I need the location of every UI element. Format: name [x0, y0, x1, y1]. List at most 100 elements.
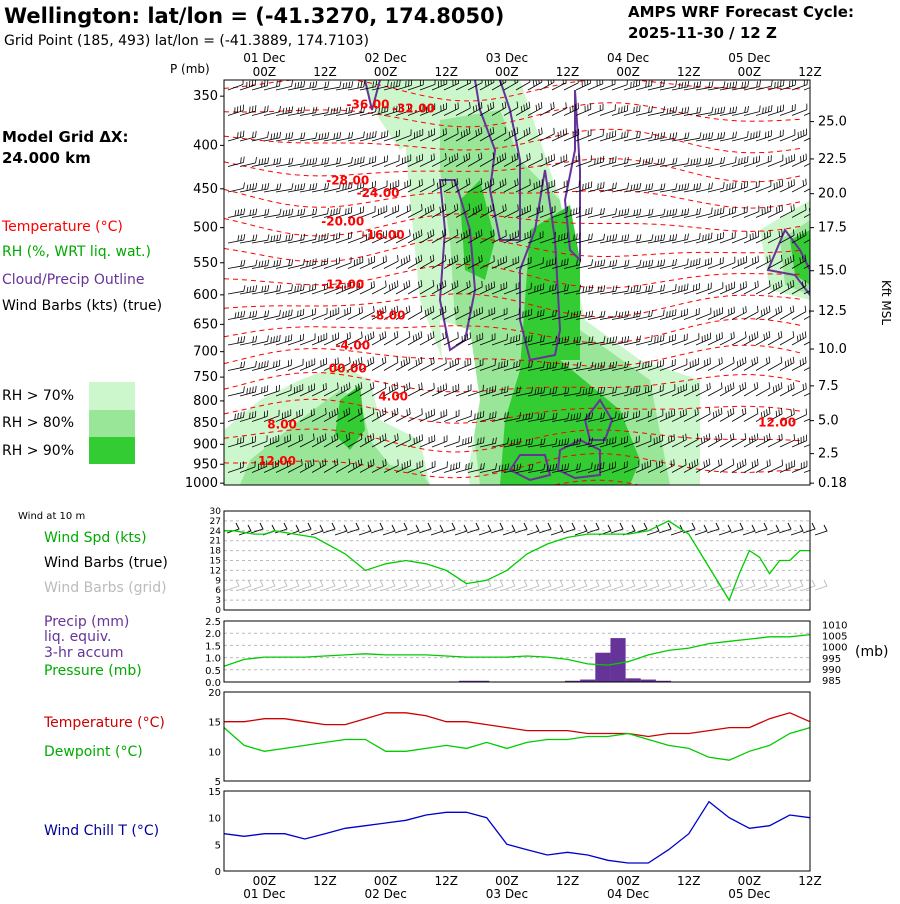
windchill-label: Wind Chill T (°C) [44, 823, 159, 839]
wind10-true-barb [490, 522, 504, 534]
wind-barb [527, 231, 544, 244]
wind-barb [683, 283, 700, 295]
kft-tick-label: 0.18 [818, 476, 847, 491]
top-time-axis: 00Z 12Z 00Z 12Z 00Z 12Z 00Z 12Z 00Z 12Z 01 Dec 02 D… [243, 51, 821, 79]
wind-barb [371, 305, 387, 320]
wind10-grid-barb [406, 579, 420, 591]
pressure-axis-label: P (mb) [170, 62, 210, 76]
wind-barb [803, 106, 810, 116]
wind-barb [551, 80, 567, 91]
wind-barb [671, 80, 690, 91]
wind-barb [599, 130, 617, 142]
wind-barb [767, 80, 785, 91]
wind-barb [371, 105, 389, 116]
wind-barb [743, 280, 759, 295]
wind-barb [299, 183, 318, 193]
bottom-hour-label: 12Z [798, 874, 822, 888]
wind-barb [383, 255, 399, 269]
wind-barb [419, 229, 435, 244]
wind-barb [239, 208, 258, 218]
wind-barb [407, 382, 423, 397]
wind-barb [611, 335, 630, 346]
wind-barb [371, 230, 387, 244]
temperature-contour-label: 8.00 [267, 418, 297, 432]
windchill-tick-label: 15 [208, 787, 221, 798]
wind10-true-barb [466, 522, 480, 534]
wind-barb [575, 437, 593, 448]
wind-barb [791, 280, 807, 295]
wind10-speed-line [224, 520, 810, 602]
wind-barb [599, 233, 618, 244]
wind-barb [419, 178, 435, 193]
kft-axis-label: Kft MSL [879, 280, 893, 325]
wind10-grid-barb [610, 579, 624, 591]
wind-barb [779, 204, 795, 218]
wind10-grid-barb [574, 579, 588, 591]
wind-barb [467, 178, 483, 193]
wind-barb [803, 392, 810, 397]
wind-barb [599, 386, 617, 397]
wind-barb [359, 306, 375, 320]
wind-barb [335, 331, 351, 346]
wind-barb [335, 81, 354, 91]
wind-barb [395, 408, 411, 422]
temperature-contour [224, 344, 801, 367]
wind-barb [623, 131, 641, 142]
wind-barb [323, 332, 339, 346]
wind-barb [623, 435, 640, 448]
wind-barb [527, 257, 544, 269]
wind-barb [503, 282, 520, 295]
wind10-grid-barb [706, 579, 720, 591]
wind-barb [527, 179, 543, 193]
wind-barb [779, 104, 796, 116]
wind-barb [371, 433, 387, 448]
wind-barb [659, 359, 676, 371]
wind-barb [323, 81, 342, 91]
wind-barb [527, 283, 545, 295]
wind-barb [719, 331, 735, 346]
wind-barb [395, 154, 412, 167]
wind-barb [587, 129, 604, 142]
wind-barb [635, 360, 653, 371]
wind-barb [767, 459, 783, 473]
wind-barb [671, 208, 690, 218]
wind-barb [383, 104, 401, 116]
wind-barb [491, 281, 508, 295]
wind-barb [467, 436, 485, 448]
bottom-hour-label: 12Z [313, 874, 337, 888]
wind-barb [347, 331, 363, 346]
wind-barb [275, 234, 294, 244]
wind-barb [611, 130, 629, 142]
wind-barb [731, 206, 748, 218]
wind-barb [455, 384, 472, 397]
precip-bar [595, 652, 611, 682]
pressure-line [223, 633, 811, 667]
wind-barb [707, 282, 724, 295]
wind-barb [683, 233, 701, 244]
wind-barb [383, 154, 400, 167]
wind-barb [383, 382, 399, 397]
wind-barb [587, 336, 606, 346]
wind-barb [707, 106, 726, 116]
wind10-tick-label: 12 [210, 566, 221, 576]
wind-barb [347, 81, 366, 91]
wind-barb [551, 258, 569, 269]
wind-barb [563, 437, 582, 448]
bottom-hour-label: 12Z [556, 874, 580, 888]
wind-barb [311, 307, 328, 320]
bottom-day-label: 05 Dec [728, 887, 770, 900]
wind-barb [515, 127, 531, 142]
wind-barb [323, 382, 339, 397]
top-hour-label: 00Z [738, 65, 762, 79]
wind-barb [539, 335, 557, 346]
wind-barb [503, 152, 519, 167]
wind10-grid-barb [238, 579, 252, 591]
temperature-contour-label: 12.00 [758, 415, 796, 429]
wind-barb [791, 460, 808, 473]
wind-barb [563, 180, 580, 193]
wind-barb [263, 459, 279, 473]
wind-barb [491, 463, 510, 473]
windchill-line [223, 800, 811, 864]
wind-barb [263, 105, 281, 116]
wind-barb [635, 385, 652, 397]
